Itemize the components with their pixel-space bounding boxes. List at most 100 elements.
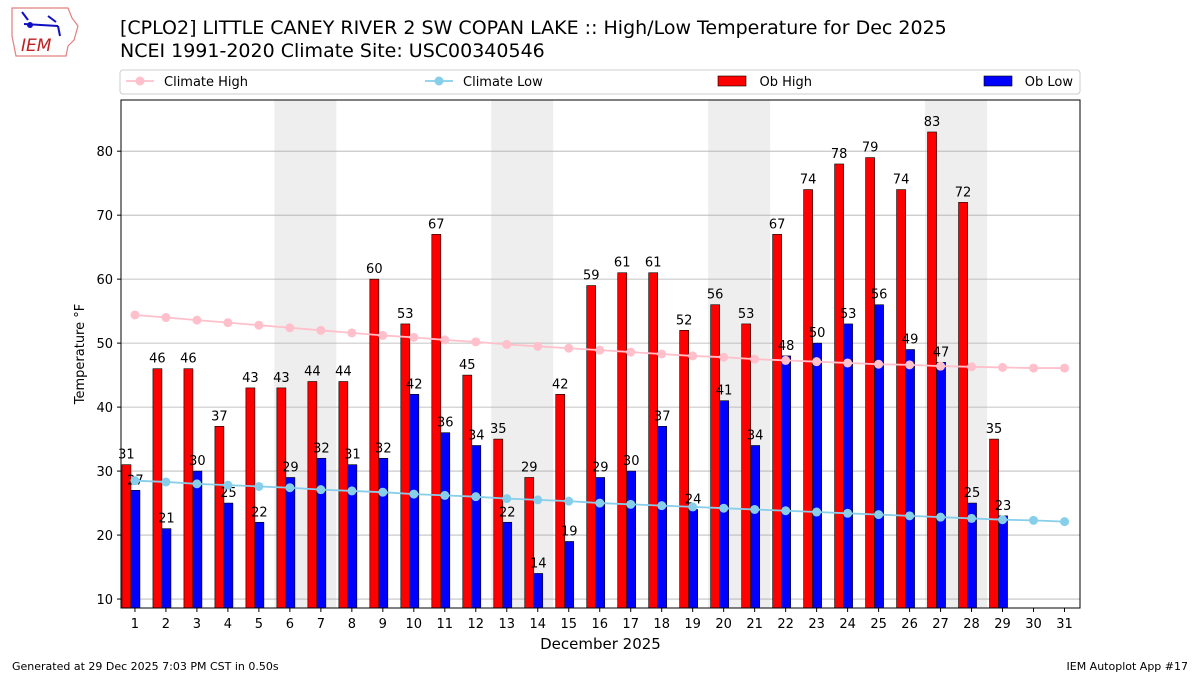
climate-high-point (192, 315, 202, 325)
climate-low-point (812, 507, 822, 517)
climate-low-point (936, 512, 946, 522)
y-tick-label: 60 (96, 273, 113, 288)
ob-low-bar (502, 521, 513, 609)
x-tick-label: 2 (162, 617, 170, 632)
y-tick-label: 30 (96, 465, 113, 480)
ob-high-label: 52 (676, 313, 693, 328)
ob-low-bar (440, 432, 451, 609)
legend-label: Ob Low (1025, 75, 1074, 90)
y-tick-label: 70 (96, 209, 113, 224)
ob-low-label: 34 (747, 428, 764, 443)
x-tick-label: 6 (286, 617, 294, 632)
climate-high-point (285, 323, 295, 333)
ob-high-bar (183, 368, 194, 609)
legend-label: Climate Low (463, 75, 543, 90)
ob-high-bar (927, 131, 937, 609)
climate-high-point (409, 332, 419, 342)
ob-low-bar (998, 515, 1008, 609)
x-tick-label: 31 (1056, 617, 1073, 632)
x-tick-label: 15 (560, 617, 577, 632)
legend-marker-icon (135, 76, 145, 86)
climate-high-point (967, 362, 977, 372)
legend-marker-icon (434, 76, 444, 86)
ob-low-bar (564, 541, 575, 609)
climate-low-point (161, 477, 171, 487)
climate-high-point (843, 358, 853, 368)
ob-low-label: 30 (623, 454, 640, 469)
ob-low-label: 19 (561, 524, 578, 539)
ob-low-label: 14 (530, 556, 547, 571)
ob-low-label: 29 (592, 460, 609, 475)
ob-low-bar (533, 573, 544, 609)
ob-high-label: 72 (955, 185, 972, 200)
ob-high-label: 43 (273, 371, 290, 386)
ob-high-bar (462, 374, 473, 609)
climate-high-point (378, 330, 388, 340)
ob-high-bar (834, 163, 844, 609)
ob-low-bar (409, 394, 420, 609)
x-tick-label: 18 (653, 617, 670, 632)
ob-low-bar (223, 502, 234, 609)
ob-low-label: 49 (902, 333, 919, 348)
ob-high-bar (276, 387, 287, 609)
ob-high-label: 74 (800, 173, 817, 188)
x-tick-label: 25 (870, 617, 887, 632)
climate-high-point (254, 320, 264, 330)
footer-app: IEM Autoplot App #17 (1066, 660, 1189, 673)
ob-high-label: 44 (335, 365, 352, 380)
ob-low-bar (130, 489, 141, 609)
ob-high-label: 67 (428, 217, 445, 232)
x-tick-label: 10 (406, 617, 423, 632)
x-tick-label: 24 (839, 617, 856, 632)
y-tick-label: 80 (96, 145, 113, 160)
climate-low-point (223, 480, 233, 490)
climate-low-point (626, 499, 636, 509)
ob-high-label: 53 (738, 307, 755, 322)
climate-high-point (626, 347, 636, 357)
ob-high-label: 61 (614, 256, 631, 271)
ob-high-bar (152, 368, 163, 609)
ob-low-bar (657, 425, 667, 609)
legend-box (119, 69, 1081, 95)
climate-low-point (1029, 515, 1039, 525)
ob-high-label: 45 (459, 358, 476, 373)
ob-low-label: 21 (158, 512, 175, 527)
ob-low-bar (626, 470, 637, 609)
ob-low-label: 42 (406, 377, 423, 392)
climate-low-point (564, 496, 574, 506)
ob-low-label: 22 (251, 505, 268, 520)
climate-low-point (192, 479, 202, 489)
ob-low-bar (905, 349, 915, 609)
ob-high-label: 46 (180, 352, 197, 367)
ob-high-bar (896, 189, 906, 609)
x-tick-label: 9 (379, 617, 387, 632)
footer-generated: Generated at 29 Dec 2025 7:03 PM CST in … (12, 660, 279, 673)
ob-low-bar (750, 445, 760, 609)
climate-high-point (688, 351, 698, 361)
ob-high-bar (214, 425, 225, 609)
climate-high-point (936, 361, 946, 371)
ob-low-bar (285, 477, 296, 609)
ob-high-label: 42 (552, 377, 569, 392)
ob-high-bar (307, 381, 318, 609)
ob-low-bar (347, 464, 358, 609)
ob-high-label: 46 (149, 352, 166, 367)
ob-high-label: 78 (831, 147, 848, 162)
ob-low-label: 32 (375, 441, 392, 456)
climate-high-point (502, 339, 512, 349)
ob-low-bar (595, 477, 606, 609)
ob-low-label: 34 (468, 428, 485, 443)
x-tick-label: 16 (591, 617, 608, 632)
ob-low-label: 50 (809, 326, 826, 341)
ob-low-bar (936, 362, 946, 609)
climate-low-point (967, 513, 977, 523)
x-tick-label: 8 (348, 617, 356, 632)
ob-high-label: 35 (490, 422, 507, 437)
climate-high-point (471, 337, 481, 347)
ob-high-bar (586, 285, 597, 609)
ob-low-bar (161, 528, 172, 609)
ob-low-label: 24 (685, 492, 702, 507)
ob-low-bar (781, 355, 791, 609)
ob-high-label: 44 (304, 365, 321, 380)
